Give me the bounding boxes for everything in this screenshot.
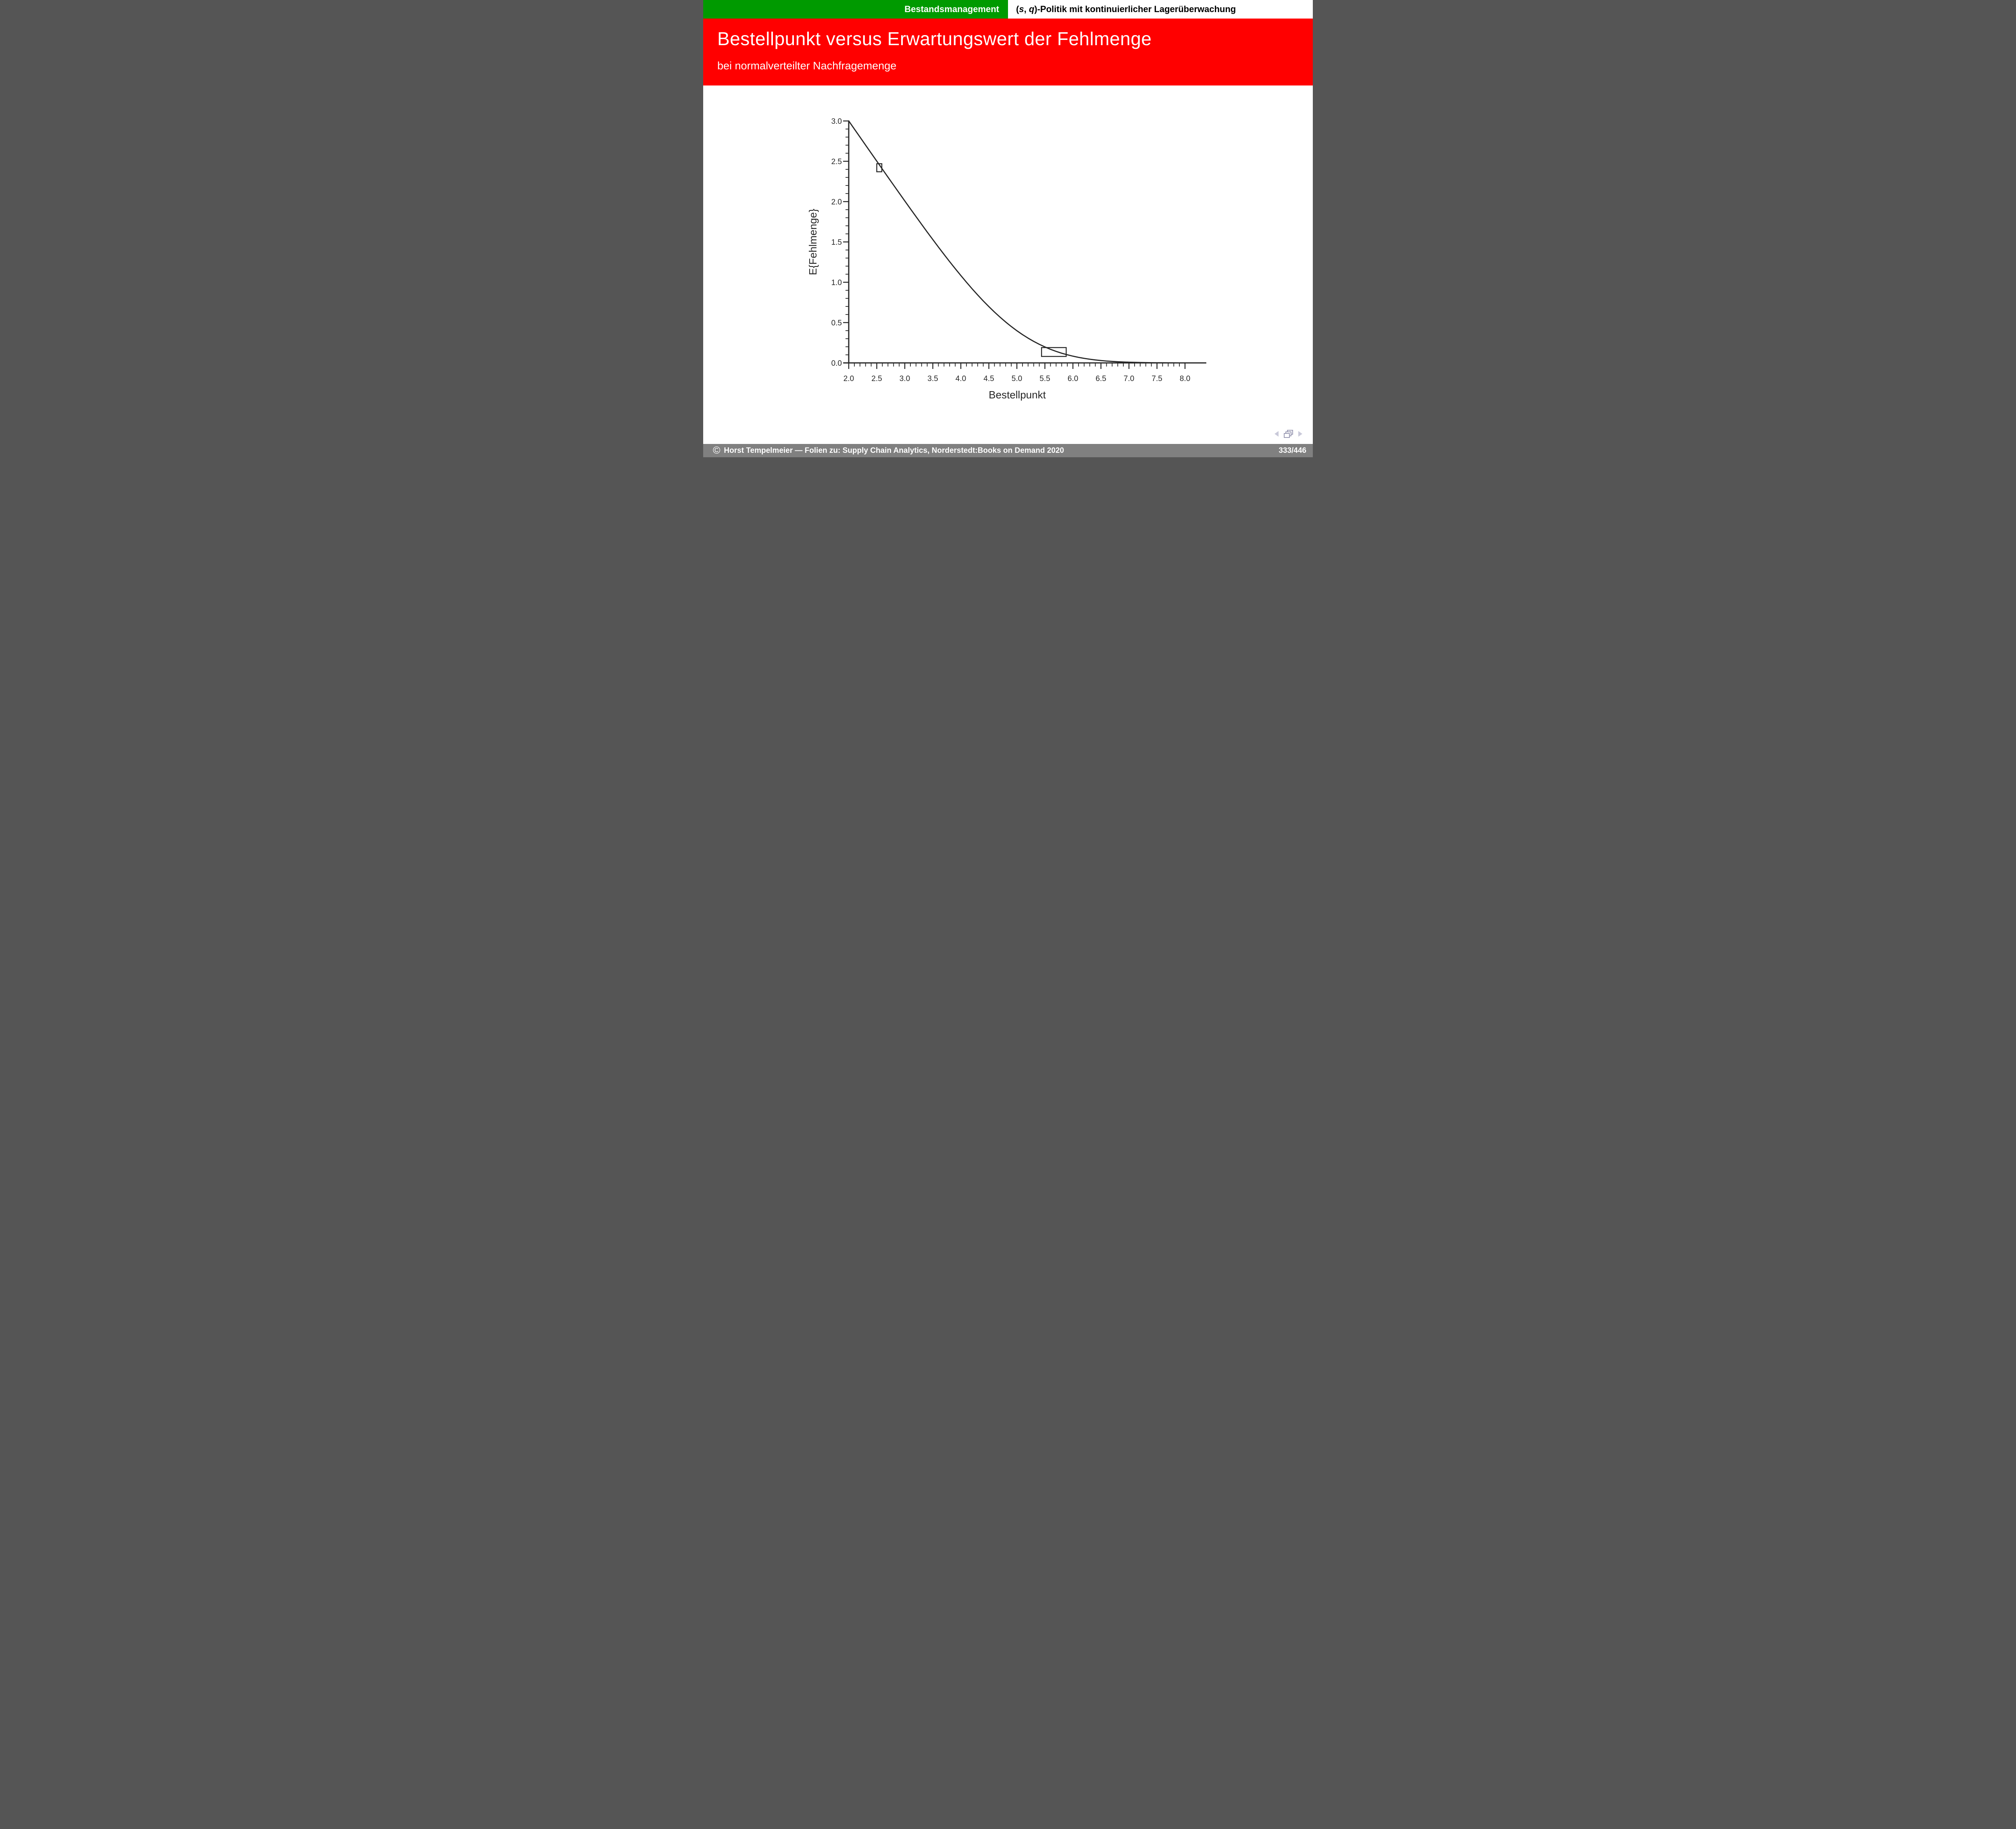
nav-frames-icon[interactable] [1284, 430, 1293, 438]
annotation-rect [1041, 347, 1067, 357]
y-tick-label: 0.5 [831, 319, 842, 327]
copyright-icon: © [713, 445, 721, 456]
x-tick-label: 4.5 [983, 375, 994, 383]
subsection-label-rest: )-Politik mit kontinuierlicher Lagerüber… [1034, 4, 1236, 14]
y-tick-label: 1.0 [831, 279, 842, 287]
page-subtitle: bei normalverteilter Nachfragemenge [717, 59, 897, 72]
y-tick-label: 2.5 [831, 158, 842, 166]
page-number: 333/446 [1279, 446, 1306, 455]
nav-next-icon[interactable] [1298, 431, 1302, 437]
x-tick-label: 5.5 [1039, 375, 1050, 383]
x-tick-label: 6.0 [1068, 375, 1078, 383]
top-bar: Bestandsmanagement (s, q)-Politik mit ko… [703, 0, 1313, 19]
x-tick-label: 8.0 [1180, 375, 1190, 383]
x-tick-label: 7.0 [1124, 375, 1134, 383]
topbar-subsection-cell: (s, q)-Politik mit kontinuierlicher Lage… [1008, 0, 1313, 19]
y-tick-label: 1.5 [831, 238, 842, 247]
annotation-rect [876, 163, 883, 173]
x-tick-label: 4.0 [956, 375, 966, 383]
footer-bar: © Horst Tempelmeier — Folien zu: Supply … [703, 444, 1313, 457]
navigation-bar [1275, 428, 1302, 440]
y-tick-label: 2.0 [831, 198, 842, 206]
x-tick-label: 7.5 [1152, 375, 1162, 383]
subsection-label-open: ( [1016, 4, 1019, 14]
page-title: Bestellpunkt versus Erwartungswert der F… [717, 28, 1152, 49]
x-tick-label: 2.5 [871, 375, 882, 383]
footer-credit: © Horst Tempelmeier — Folien zu: Supply … [713, 446, 1064, 456]
shortage-curve [848, 120, 1203, 364]
subsection-label-q: q [1029, 4, 1035, 14]
frame-front-icon [1284, 433, 1290, 438]
frametitle-banner: Bestellpunkt versus Erwartungswert der F… [703, 19, 1313, 85]
x-axis-title: Bestellpunkt [989, 389, 1046, 401]
y-axis-title: E{Fehlmenge} [807, 208, 819, 275]
footer-credit-text: Horst Tempelmeier — Folien zu: Supply Ch… [724, 446, 1064, 455]
section-label: Bestandsmanagement [904, 4, 999, 14]
x-tick-label: 5.0 [1012, 375, 1022, 383]
chart: 2.0 2.5 3.0 3.5 4.0 4.5 5.0 5.5 6.0 6.5 7.0 7.5 8.0 0… [807, 117, 1206, 401]
topbar-section-cell: Bestandsmanagement [703, 0, 1008, 19]
y-tick-label: 0.0 [831, 359, 842, 368]
subsection-label-s: s [1019, 4, 1024, 14]
subsection-label-comma: , [1024, 4, 1029, 14]
x-tick-label: 6.5 [1095, 375, 1106, 383]
x-tick-label: 3.0 [900, 375, 910, 383]
nav-prev-icon[interactable] [1275, 431, 1279, 437]
x-tick-label: 3.5 [927, 375, 938, 383]
y-tick-label: 3.0 [831, 117, 842, 126]
slide-page: Bestandsmanagement (s, q)-Politik mit ko… [703, 0, 1313, 457]
x-tick-label: 2.0 [843, 375, 854, 383]
